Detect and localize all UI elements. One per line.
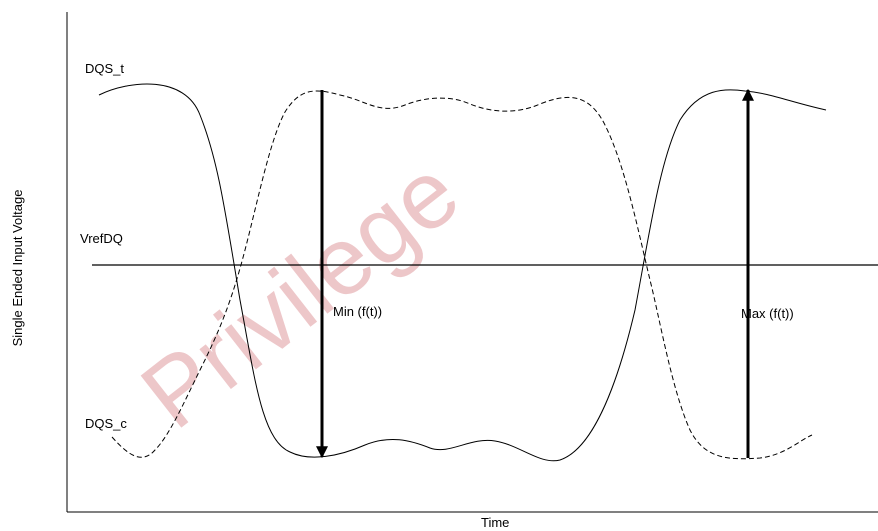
dqs-c-label: DQS_c	[85, 416, 127, 431]
x-axis-label: Time	[481, 515, 509, 530]
y-axis-label: Single Ended Input Voltage	[10, 190, 25, 347]
dqs-c-waveform	[111, 90, 813, 460]
dqs-t-waveform	[98, 83, 827, 462]
min-label: Min (f(t))	[333, 304, 382, 319]
dqs-t-label: DQS_t	[85, 61, 124, 76]
max-label: Max (f(t))	[741, 306, 794, 321]
vrefdq-label: VrefDQ	[80, 231, 123, 246]
watermark-text: Privilege	[122, 138, 478, 449]
